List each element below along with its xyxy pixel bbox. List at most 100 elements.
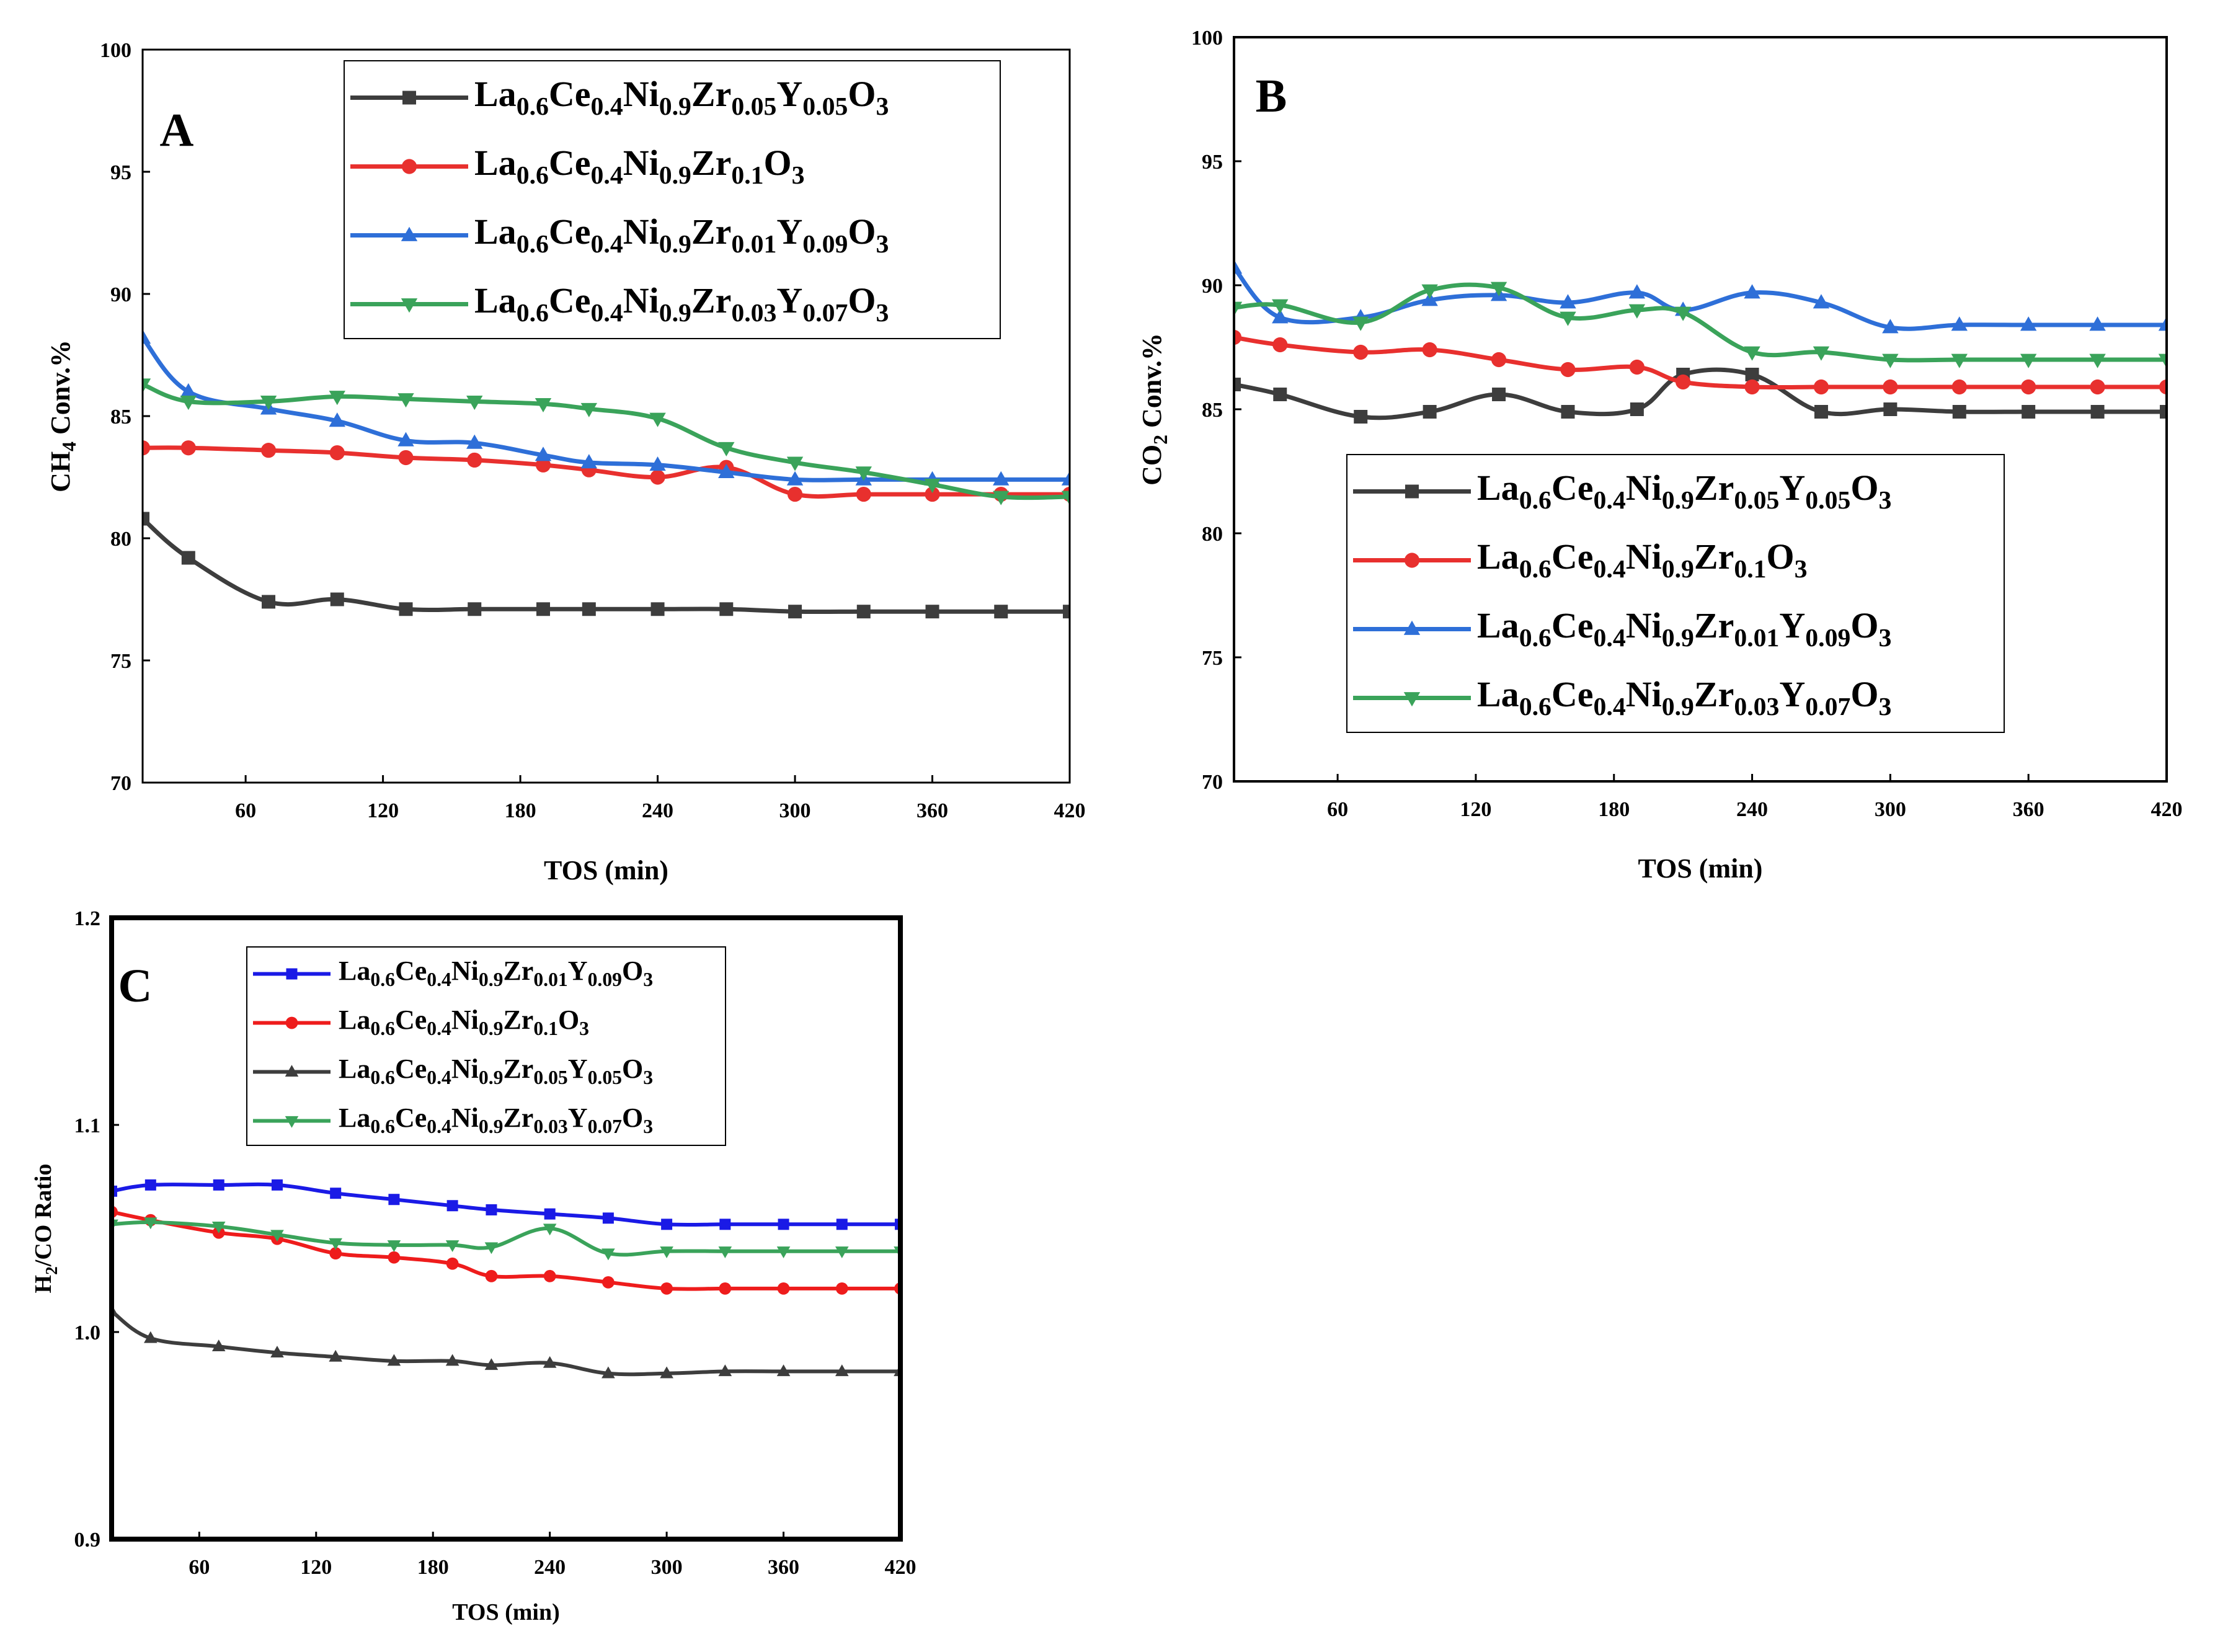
- data-point: [835, 1364, 849, 1377]
- x-axis-label: TOS (min): [1638, 853, 1763, 884]
- data-point: [446, 1200, 458, 1212]
- legend-entry: La0.6Ce0.4Ni0.9Zr0.03Y0.07O3: [339, 1103, 653, 1137]
- data-point: [387, 1240, 401, 1252]
- data-point: [1490, 282, 1507, 296]
- data-point: [329, 1238, 342, 1250]
- data-point: [1491, 352, 1507, 368]
- x-tick-label: 240: [642, 799, 673, 822]
- data-point: [650, 602, 665, 616]
- x-tick-label: 300: [779, 799, 811, 822]
- data-point: [855, 466, 872, 481]
- data-point: [1234, 329, 1242, 345]
- data-point: [144, 1217, 158, 1230]
- data-point: [1492, 388, 1506, 401]
- legend-swatch-marker: [285, 1065, 299, 1077]
- data-point: [270, 1346, 284, 1358]
- y-tick-label: 95: [110, 161, 131, 184]
- data-point: [399, 602, 413, 616]
- data-point: [1272, 309, 1289, 324]
- legend-swatch-marker: [1403, 692, 1421, 707]
- data-point: [1882, 319, 1899, 334]
- series-line-4: [143, 382, 1070, 500]
- data-point: [398, 450, 414, 466]
- panel-label: C: [118, 960, 153, 1012]
- data-point: [181, 551, 195, 565]
- data-point: [787, 486, 803, 502]
- data-point: [718, 463, 735, 478]
- data-point: [329, 391, 345, 406]
- data-point: [788, 605, 802, 619]
- x-axis-label: TOS (min): [452, 1599, 560, 1625]
- data-point: [719, 1219, 731, 1230]
- y-tick-label: 100: [1191, 27, 1223, 50]
- data-point: [1882, 353, 1899, 368]
- data-point: [1676, 374, 1691, 390]
- plot-area: [143, 329, 1070, 619]
- data-point: [786, 471, 804, 486]
- data-point: [446, 1257, 459, 1270]
- data-point: [180, 383, 197, 397]
- data-point: [180, 440, 196, 456]
- data-point: [180, 396, 197, 411]
- data-point: [1744, 346, 1760, 361]
- data-point: [2020, 316, 2037, 331]
- y-tick-label: 80: [110, 528, 131, 551]
- data-point: [993, 491, 1010, 505]
- chart-panel-a: 60 120 180 240 300 360 420 70 75 80 85 90 95 100 TOS (…: [45, 39, 1086, 886]
- data-point: [1628, 284, 1646, 299]
- data-point: [1560, 311, 1576, 326]
- data-point: [484, 1242, 499, 1255]
- data-point: [1352, 316, 1369, 331]
- x-tick-label: 360: [2013, 798, 2044, 821]
- data-point: [397, 393, 414, 408]
- data-point: [649, 412, 666, 427]
- x-axis-label: TOS (min): [544, 855, 668, 886]
- data-point: [924, 478, 941, 494]
- x-tick-label: 420: [1054, 799, 1086, 822]
- data-point: [895, 1219, 900, 1230]
- legend-entry: La0.6Ce0.4Ni0.9Zr0.05Y0.05O3: [1477, 468, 1891, 515]
- data-point: [144, 1179, 156, 1191]
- legend-entry: La0.6Ce0.4Ni0.9Zr0.01Y0.09O3: [474, 211, 889, 259]
- data-point: [777, 1282, 790, 1295]
- x-tick-label: 180: [1598, 798, 1630, 821]
- data-point: [1951, 379, 1967, 395]
- data-point: [925, 605, 939, 619]
- data-point: [1951, 316, 1968, 331]
- data-point: [271, 1179, 283, 1191]
- data-point: [1813, 294, 1830, 309]
- data-point: [1234, 378, 1241, 391]
- data-point: [486, 1204, 497, 1215]
- legend-entry: La0.6Ce0.4Ni0.9Zr0.05Y0.05O3: [474, 74, 889, 121]
- legend-entry: La0.6Ce0.4Ni0.9Zr0.01Y0.09O3: [339, 956, 653, 990]
- x-tick-label: 120: [1460, 798, 1491, 821]
- data-point: [388, 1251, 401, 1264]
- data-point: [2158, 316, 2167, 331]
- data-point: [660, 1366, 673, 1379]
- x-tick-label: 420: [2151, 798, 2183, 821]
- data-point: [836, 1219, 848, 1230]
- x-tick-label: 120: [300, 1556, 332, 1579]
- y-tick-label: 70: [1202, 771, 1223, 794]
- data-point: [535, 397, 552, 413]
- data-point: [445, 1240, 459, 1252]
- data-point: [1744, 379, 1760, 395]
- x-tick-label: 60: [189, 1556, 210, 1579]
- data-point: [786, 456, 804, 471]
- y-axis-label: CO2 Conv.%: [1137, 333, 1171, 486]
- data-point: [143, 440, 151, 456]
- data-point: [535, 457, 551, 473]
- data-point: [835, 1282, 848, 1295]
- x-tick-label: 240: [534, 1556, 566, 1579]
- y-tick-label: 90: [110, 283, 131, 306]
- data-point: [719, 1282, 732, 1295]
- data-point: [329, 412, 345, 427]
- data-point: [468, 602, 482, 616]
- data-point: [1061, 471, 1070, 486]
- legend-swatch-marker: [1403, 620, 1421, 635]
- plot-area: [1234, 259, 2167, 424]
- data-point: [1561, 405, 1575, 419]
- data-point: [536, 602, 550, 616]
- data-point: [601, 1248, 615, 1261]
